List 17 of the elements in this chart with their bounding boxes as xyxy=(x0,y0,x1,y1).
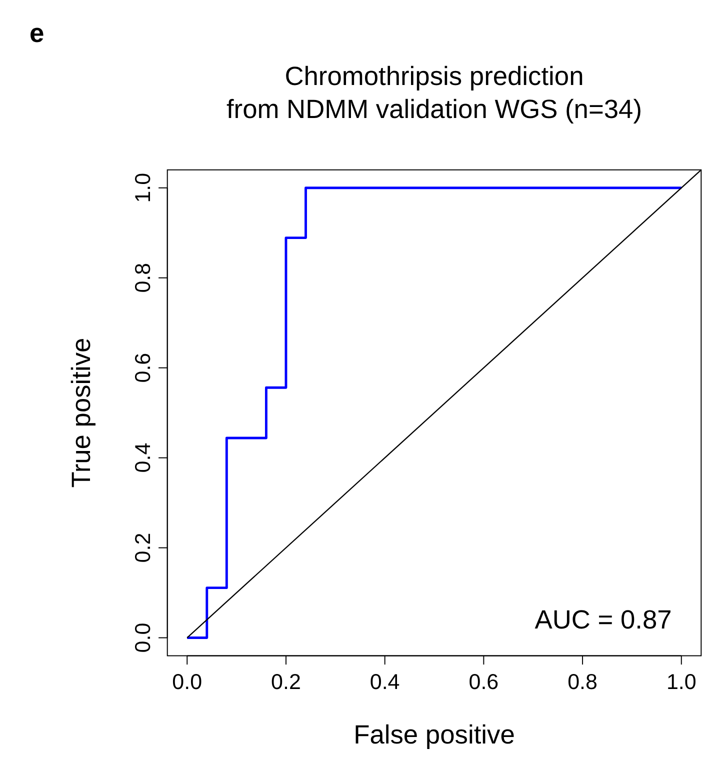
x-tick-label: 0.8 xyxy=(568,670,598,694)
text: e xyxy=(30,18,44,48)
y-tick-label: 0.4 xyxy=(130,442,155,473)
chart-title: Chromothripsis prediction from NDMM validation WGS (n=34) xyxy=(226,60,642,124)
x-tick-label: 0.2 xyxy=(271,670,301,694)
annotation: AUC = 0.87 xyxy=(534,604,672,634)
x-tick-label: 0.0 xyxy=(172,670,202,694)
y-tick-label: 0.0 xyxy=(130,622,155,653)
x-tick-label: 1.0 xyxy=(666,670,696,694)
x-tick-label: 0.6 xyxy=(468,670,499,694)
x-tick-label: 0.4 xyxy=(370,670,400,694)
y-tick-label: 0.2 xyxy=(130,532,155,563)
y-tick-label: 0.6 xyxy=(130,352,155,383)
y-tick-label: 0.8 xyxy=(130,262,155,293)
x-axis-title: False positive xyxy=(354,720,515,750)
y-axis-title: True positive xyxy=(66,338,96,488)
y-tick-label: 1.0 xyxy=(130,172,155,203)
